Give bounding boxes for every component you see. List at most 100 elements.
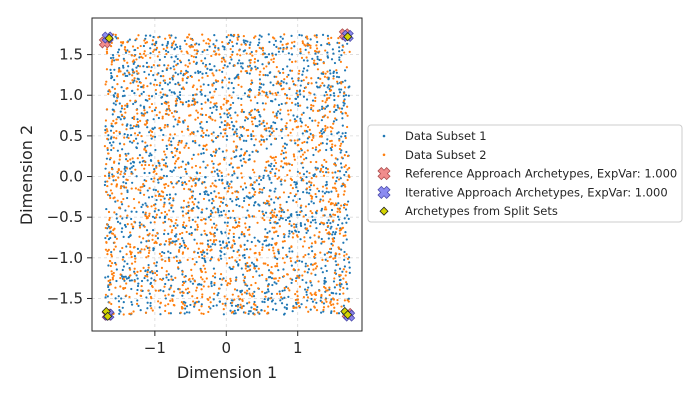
data-point <box>249 110 253 113</box>
data-point <box>315 50 318 53</box>
data-point <box>309 184 313 187</box>
data-point <box>183 312 186 315</box>
data-point <box>275 66 278 69</box>
data-point <box>323 279 326 282</box>
data-point <box>151 135 154 138</box>
data-point <box>167 250 170 253</box>
data-point <box>231 45 234 48</box>
data-point <box>273 277 276 280</box>
data-point <box>266 264 269 267</box>
data-point <box>288 97 291 100</box>
data-point <box>342 45 345 48</box>
data-point <box>196 101 199 104</box>
data-point <box>179 291 182 294</box>
data-point <box>149 69 153 73</box>
data-point <box>272 84 275 87</box>
data-point <box>183 304 186 307</box>
data-point <box>144 112 147 115</box>
data-point <box>104 248 108 251</box>
data-point <box>110 253 113 256</box>
data-point <box>104 167 107 170</box>
data-point <box>272 121 275 124</box>
data-point <box>341 182 344 186</box>
data-point <box>267 53 271 56</box>
data-point <box>109 278 112 282</box>
data-point <box>155 269 159 273</box>
data-point <box>315 175 318 178</box>
data-point <box>105 240 108 244</box>
data-point <box>238 155 242 158</box>
data-point <box>167 184 170 187</box>
data-point <box>287 287 290 290</box>
data-point <box>191 99 194 102</box>
data-point <box>161 115 164 118</box>
data-point <box>268 189 272 192</box>
data-point <box>289 119 292 122</box>
data-point <box>314 267 317 270</box>
data-point <box>167 50 170 54</box>
data-point <box>177 250 181 253</box>
data-point <box>130 54 133 57</box>
data-point <box>293 45 296 48</box>
data-point <box>306 296 310 299</box>
data-point <box>158 306 161 309</box>
data-point <box>132 139 135 142</box>
data-point <box>313 298 316 301</box>
data-point <box>230 162 233 165</box>
data-point <box>273 252 276 255</box>
data-point <box>299 52 302 55</box>
data-point <box>306 43 309 46</box>
data-point <box>261 63 264 66</box>
data-point <box>322 62 325 65</box>
data-point <box>243 243 246 247</box>
data-point <box>301 141 304 144</box>
data-point <box>104 119 108 122</box>
data-point <box>312 268 315 271</box>
legend-label: Data Subset 2 <box>405 148 487 162</box>
data-point <box>187 201 190 204</box>
data-point <box>123 45 127 49</box>
data-point <box>160 266 164 269</box>
data-point <box>224 302 227 305</box>
data-point <box>275 82 278 85</box>
data-point <box>216 135 219 139</box>
data-point <box>232 232 235 235</box>
data-point <box>299 104 302 107</box>
data-point <box>114 179 117 182</box>
data-point <box>314 148 317 151</box>
data-point <box>123 48 126 51</box>
data-point <box>276 257 279 261</box>
data-point <box>163 126 166 129</box>
data-point <box>200 303 203 306</box>
data-point <box>329 85 332 88</box>
data-point <box>322 165 325 168</box>
data-point <box>181 210 184 213</box>
data-point <box>109 56 113 60</box>
data-point <box>176 57 179 61</box>
data-point <box>345 238 348 241</box>
data-point <box>190 54 193 58</box>
data-point <box>306 106 309 109</box>
data-point <box>269 212 272 215</box>
data-point <box>216 228 219 231</box>
data-point <box>215 69 218 72</box>
data-point <box>246 40 249 43</box>
data-point <box>320 135 323 138</box>
data-point <box>115 237 118 240</box>
data-point <box>342 268 345 271</box>
data-point <box>271 209 274 212</box>
data-point <box>232 209 235 212</box>
data-point <box>223 186 226 190</box>
data-point <box>294 183 297 186</box>
data-point <box>165 174 168 178</box>
data-point <box>250 50 253 54</box>
data-point <box>296 139 299 142</box>
data-point <box>256 67 259 70</box>
data-point <box>304 265 307 268</box>
data-point <box>254 244 257 247</box>
data-point <box>283 33 286 36</box>
data-point <box>141 203 144 206</box>
data-point <box>212 222 216 225</box>
data-point <box>251 195 255 198</box>
data-point <box>310 272 313 275</box>
